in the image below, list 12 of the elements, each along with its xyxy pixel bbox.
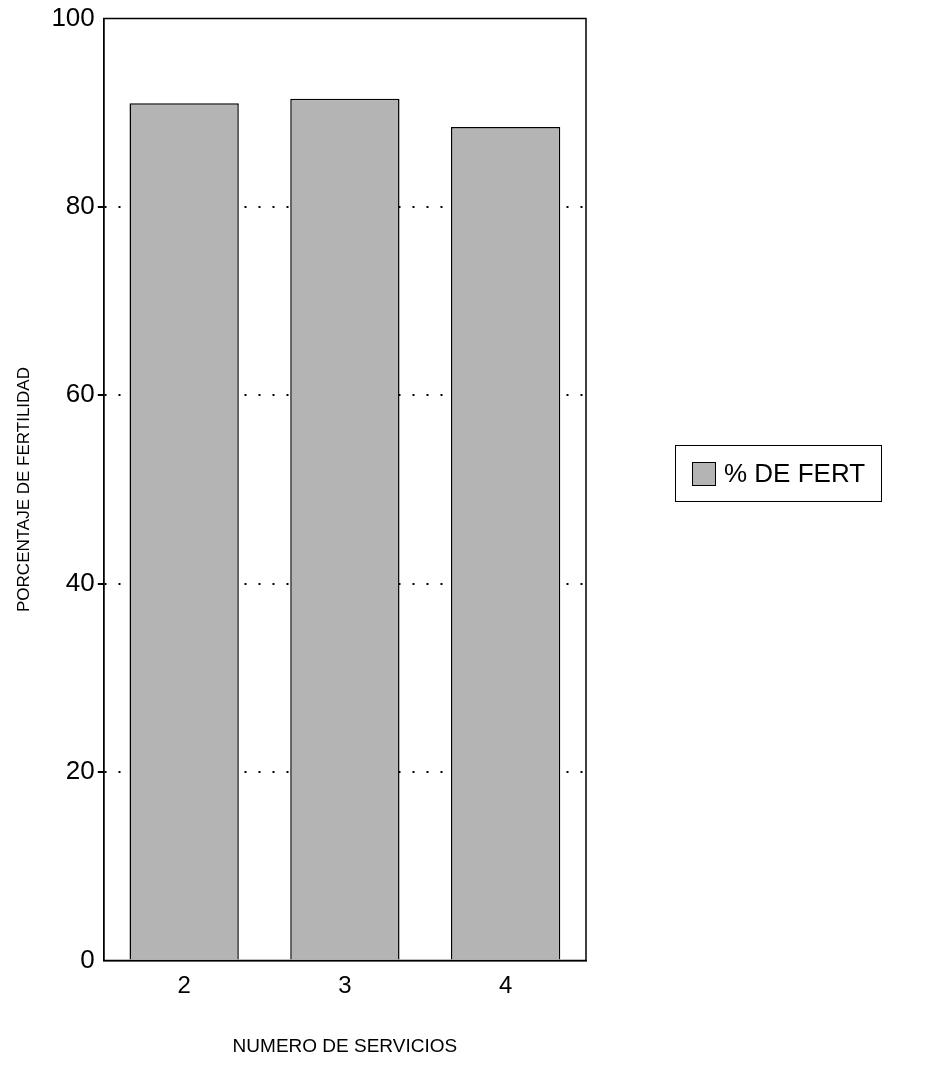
y-tick-label: 100 — [51, 1, 95, 32]
y-tick-label: 80 — [65, 190, 95, 221]
y-tick-label: 0 — [80, 943, 95, 974]
x-axis-title: NUMERO DE SERVICIOS — [232, 1034, 458, 1056]
x-tick-label: 4 — [498, 971, 513, 999]
x-tick-label: 2 — [177, 971, 191, 999]
text: % DE FERT — [724, 458, 866, 489]
x-tick-label: 3 — [338, 971, 352, 999]
y-tick-label: 60 — [65, 378, 95, 409]
y-tick-label: 40 — [65, 566, 95, 597]
y-axis-title: PORCENTAJE DE FERTILIDAD — [13, 367, 33, 612]
y-tick-label: 20 — [65, 755, 95, 786]
